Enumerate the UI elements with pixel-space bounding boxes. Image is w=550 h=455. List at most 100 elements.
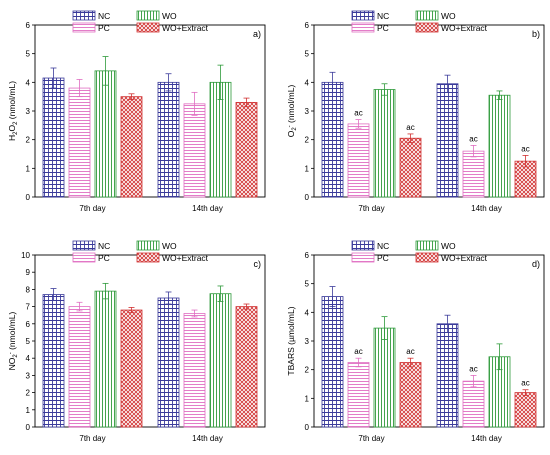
y-axis-label-part: 2 <box>13 354 19 358</box>
bar-wo-extract <box>120 309 143 428</box>
legend-swatch-pc <box>72 252 96 263</box>
legend-label: WO <box>162 241 177 251</box>
y-axis-label-part: TBARS ( <box>286 342 296 376</box>
bar-wo-extract <box>235 102 258 198</box>
bar-pc <box>68 87 91 198</box>
x-tick-label: 14th day <box>192 434 223 443</box>
y-axis-label-part: - <box>8 352 14 354</box>
panel-label: d) <box>532 259 540 269</box>
legend-label: PC <box>98 23 110 33</box>
significance-label: ac <box>469 134 477 143</box>
y-axis-label-part: - <box>287 125 293 127</box>
legend-swatch-wo-extract <box>415 22 439 33</box>
legend-label: WO+Extract <box>162 23 209 33</box>
y-tick-label: 6 <box>26 320 31 329</box>
bar-pc <box>347 362 370 428</box>
bar-nc <box>321 81 344 198</box>
y-tick-label: 3 <box>305 107 310 116</box>
y-axis-label-part: 2 <box>13 121 19 125</box>
legend-swatch-wo <box>415 10 439 21</box>
y-axis-label-part: (nmol/mL) <box>7 311 17 352</box>
legend-swatch-pc <box>351 22 375 33</box>
legend-label: PC <box>377 23 389 33</box>
legend-label: WO+Extract <box>162 253 209 263</box>
y-axis-label-part: 2 <box>13 131 19 135</box>
panel-label: c) <box>254 259 262 269</box>
y-tick-label: 6 <box>305 21 310 30</box>
y-tick-label: 9 <box>26 268 31 277</box>
bar-pc <box>68 306 91 428</box>
legend-swatch-wo <box>415 240 439 251</box>
bar-wo <box>488 94 511 198</box>
bar-wo-extract <box>399 362 422 428</box>
y-tick-label: 1 <box>26 164 31 173</box>
y-tick-label: 5 <box>305 50 310 59</box>
significance-label: ac <box>521 379 529 388</box>
bar-nc <box>436 83 459 198</box>
y-axis-label-part: (nmol/mL) <box>286 85 296 126</box>
y-axis-label-part: (nmol/mL) <box>7 81 17 122</box>
y-axis-label-part: O <box>7 125 17 132</box>
legend-swatch-pc <box>351 252 375 263</box>
legend-label: NC <box>377 11 389 21</box>
y-tick-label: 4 <box>26 354 31 363</box>
bar-wo <box>209 293 232 428</box>
x-tick-label: 7th day <box>79 434 105 443</box>
significance-label: ac <box>406 347 414 356</box>
y-tick-label: 1 <box>305 164 310 173</box>
y-tick-label: 0 <box>26 423 31 432</box>
x-tick-label: 7th day <box>358 434 384 443</box>
bar-wo <box>94 70 117 198</box>
x-tick-label: 7th day <box>79 204 105 213</box>
x-tick-label: 7th day <box>358 204 384 213</box>
legend-label: WO <box>441 241 456 251</box>
y-axis-label-part: 2 <box>292 127 298 131</box>
y-tick-label: 4 <box>26 78 31 87</box>
y-axis-label: H2O2 (nmol/mL) <box>7 81 19 141</box>
bar-wo-extract <box>514 392 537 428</box>
bar-nc <box>436 323 459 428</box>
legend-swatch-wo-extract <box>415 252 439 263</box>
panel-label: b) <box>532 29 540 39</box>
y-tick-label: 0 <box>26 193 31 202</box>
legend-swatch-wo <box>136 10 160 21</box>
legend-swatch-nc <box>351 10 375 21</box>
legend-label: NC <box>98 241 110 251</box>
bar-pc <box>183 313 206 428</box>
significance-label: ac <box>521 144 529 153</box>
legend-swatch-nc <box>72 240 96 251</box>
y-tick-label: 4 <box>305 308 310 317</box>
y-axis-label-part: O <box>286 130 296 137</box>
y-tick-label: 3 <box>26 371 31 380</box>
bar-pc <box>462 150 485 198</box>
bar-pc <box>183 103 206 198</box>
bar-wo <box>373 89 396 198</box>
y-tick-label: 2 <box>305 136 310 145</box>
legend-swatch-nc <box>72 10 96 21</box>
legend-label: PC <box>377 253 389 263</box>
y-tick-label: 5 <box>26 337 31 346</box>
legend-label: NC <box>377 241 389 251</box>
y-tick-label: 0 <box>305 193 310 202</box>
legend-label: WO+Extract <box>441 23 488 33</box>
significance-label: ac <box>354 347 362 356</box>
legend-label: WO <box>441 11 456 21</box>
legend-label: WO+Extract <box>441 253 488 263</box>
bar-wo <box>373 327 396 428</box>
y-tick-label: 1 <box>305 394 310 403</box>
y-axis-label-part: H <box>7 135 17 141</box>
legend-label: PC <box>98 253 110 263</box>
bar-nc <box>157 297 180 428</box>
y-tick-label: 3 <box>305 337 310 346</box>
legend-swatch-wo <box>136 240 160 251</box>
bar-pc <box>462 380 485 428</box>
y-axis-label: O2- (nmol/mL) <box>286 85 298 138</box>
legend-swatch-wo-extract <box>136 252 160 263</box>
bar-wo-extract <box>235 306 258 428</box>
bar-wo-extract <box>120 96 143 198</box>
significance-label: ac <box>354 109 362 118</box>
